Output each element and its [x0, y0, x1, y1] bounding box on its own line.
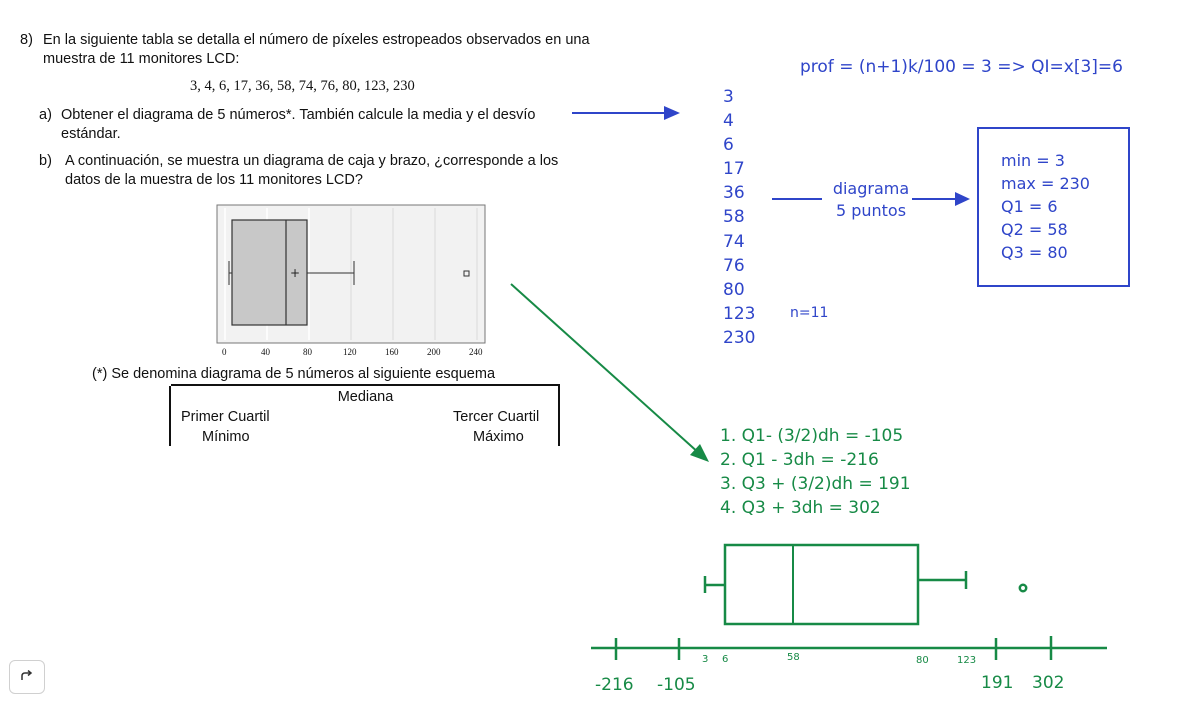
summary-q2: Q2 = 58 — [1001, 220, 1068, 239]
tick-label: 240 — [469, 347, 483, 357]
part-b-marker: b) — [39, 153, 52, 169]
scheme-median: Mediana — [337, 389, 394, 405]
tick-label: 160 — [385, 347, 399, 357]
sorted-value: 17 — [723, 159, 745, 180]
redo-arrow-icon — [21, 670, 33, 680]
summary-min: min = 3 — [1001, 151, 1065, 170]
axis-label-small: 3 — [702, 654, 709, 665]
scheme-q3: Tercer Cuartil — [453, 409, 540, 425]
axis-label-small: 123 — [957, 655, 977, 666]
tick-label: 80 — [303, 347, 312, 357]
svg-text:+: + — [290, 266, 300, 280]
printed-boxplot: + 0 40 80 120 160 200 240 — [215, 204, 487, 364]
axis-label-small: 6 — [722, 654, 729, 665]
fence-1: 1. Q1- (3/2)dh = -105 — [720, 426, 904, 446]
fence-4: 4. Q3 + 3dh = 302 — [720, 498, 881, 518]
axis-label-big: 191 — [981, 673, 1014, 693]
scheme-min: Mínimo — [202, 429, 250, 445]
sorted-value: 3 — [723, 87, 734, 107]
summary-max: max = 230 — [1001, 174, 1090, 193]
sorted-value: 123 — [723, 303, 756, 324]
summary-q3: Q3 = 80 — [1001, 243, 1068, 262]
sorted-value: 74 — [723, 231, 745, 252]
diagram-label: diagrama 5 puntos — [827, 178, 915, 222]
printed-boxplot-axis: 0 40 80 120 160 200 240 — [215, 347, 487, 361]
fence-3: 3. Q3 + (3/2)dh = 191 — [720, 474, 911, 494]
problem-number: 8) — [20, 32, 33, 48]
sorted-value: 4 — [723, 111, 734, 132]
footnote: (*) Se denomina diagrama de 5 números al… — [92, 366, 496, 382]
sorted-values: 3 4 6 17 36 58 74 76 80 123 230 — [723, 87, 755, 352]
n-label: n=11 — [790, 305, 829, 321]
axis-label-big: -216 — [595, 675, 634, 695]
sorted-value: 80 — [723, 279, 745, 300]
summary-q1: Q1 = 6 — [1001, 197, 1058, 216]
part-a-line2: estándar. — [61, 126, 121, 142]
fence-calculations: 1. Q1- (3/2)dh = -105 2. Q1 - 3dh = -216… — [720, 424, 911, 520]
part-b-line1: A continuación, se muestra un diagrama d… — [65, 153, 559, 169]
axis-label-small: 58 — [787, 652, 800, 663]
scheme-max: Máximo — [473, 429, 524, 445]
five-number-scheme: Mediana Primer Cuartil Tercer Cuartil Mí… — [169, 384, 560, 446]
problem-intro-line2: muestra de 11 monitores LCD: — [43, 51, 240, 67]
scheme-q1: Primer Cuartil — [181, 409, 270, 425]
fence-2: 2. Q1 - 3dh = -216 — [720, 450, 879, 470]
axis-label-small: 80 — [916, 655, 929, 666]
sorted-value: 76 — [723, 255, 745, 276]
tick-label: 200 — [427, 347, 441, 357]
sorted-value: 230 — [723, 327, 756, 348]
part-b-line2: datos de la muestra de los 11 monitores … — [65, 172, 363, 188]
axis-label-big: -105 — [657, 675, 696, 695]
redo-button[interactable] — [9, 660, 45, 694]
part-a-marker: a) — [39, 107, 52, 123]
sorted-value: 6 — [723, 135, 734, 156]
position-formula: prof = (n+1)k/100 = 3 => QI=x[3]=6 — [800, 57, 1123, 77]
problem-intro-line1: En la siguiente tabla se detalla el núme… — [43, 32, 590, 48]
diagram-label-line2: 5 puntos — [835, 201, 907, 220]
sorted-value: 58 — [723, 207, 745, 228]
part-a-line1: Obtener el diagrama de 5 números*. Tambi… — [61, 107, 536, 123]
five-number-summary-box: min = 3 max = 230 Q1 = 6 Q2 = 58 Q3 = 80 — [977, 127, 1130, 287]
tick-label: 0 — [222, 347, 227, 357]
diagram-label-line1: diagrama — [832, 179, 910, 198]
axis-label-big: 302 — [1032, 673, 1065, 693]
tick-label: 120 — [343, 347, 357, 357]
data-values: 3, 4, 6, 17, 36, 58, 74, 76, 80, 123, 23… — [190, 78, 415, 94]
tick-label: 40 — [261, 347, 270, 357]
sorted-value: 36 — [723, 183, 745, 204]
